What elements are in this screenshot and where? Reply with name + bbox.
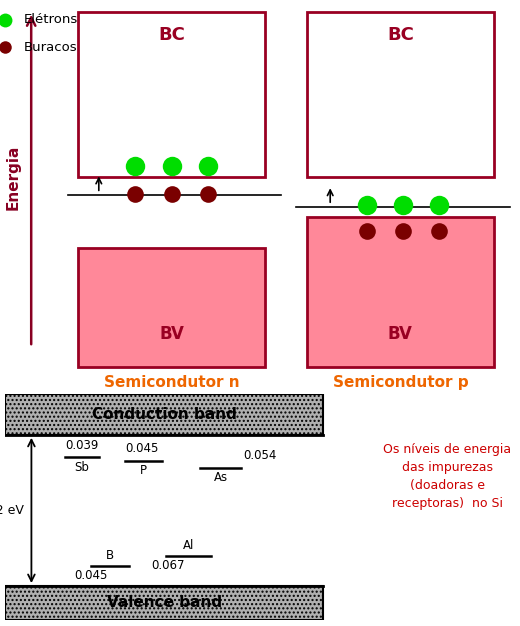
Text: 0.045: 0.045 [125,442,159,455]
Bar [307,217,494,367]
Text: BC: BC [387,26,414,44]
Text: 1.12 eV: 1.12 eV [0,504,24,517]
Text: Semicondutor p: Semicondutor p [333,376,468,391]
Text: B: B [106,549,114,562]
Bar [78,12,265,178]
Text: Energia: Energia [6,145,20,210]
Text: 0.054: 0.054 [243,449,276,462]
Text: Conduction band: Conduction band [92,407,237,422]
Text: 0.045: 0.045 [74,569,108,582]
Text: As: As [213,471,228,484]
Text: Buracos: Buracos [23,41,77,54]
Text: Semicondutor n: Semicondutor n [104,376,239,391]
Bar [5,394,323,435]
Text: 0.039: 0.039 [65,439,98,452]
Text: BC: BC [158,26,185,44]
Text: BV: BV [388,325,413,343]
Text: Elétrons: Elétrons [23,13,77,26]
Bar [78,249,265,367]
Bar [307,12,494,178]
Text: BV: BV [159,325,184,343]
Text: 0.067: 0.067 [151,559,185,572]
Text: Valence band: Valence band [107,595,222,610]
Text: P: P [140,464,147,477]
Text: Os níveis de energia
das impurezas
(doadoras e
receptoras)  no Si: Os níveis de energia das impurezas (doad… [383,443,511,510]
Bar [5,586,323,620]
Text: Al: Al [183,539,194,552]
Text: Sb: Sb [74,461,89,474]
